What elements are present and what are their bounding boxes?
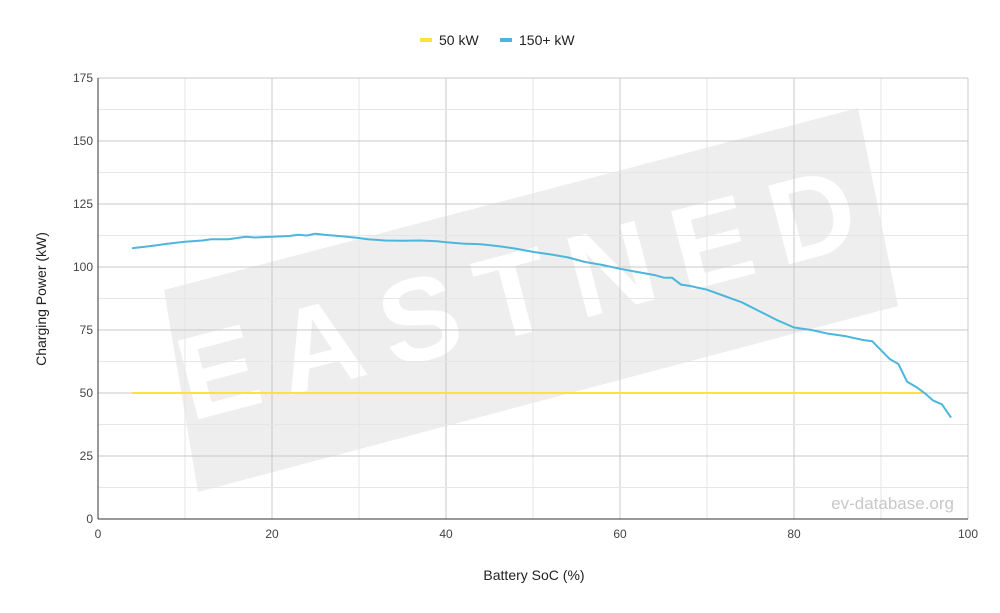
legend-label: 150+ kW — [519, 32, 575, 48]
x-axis-label: Battery SoC (%) — [483, 567, 584, 583]
y-tick-label: 25 — [80, 449, 94, 463]
y-tick-label: 125 — [73, 197, 93, 211]
y-tick-label: 50 — [80, 386, 94, 400]
y-tick-label: 100 — [73, 260, 93, 274]
x-tick-label: 40 — [439, 527, 453, 541]
y-tick-label: 175 — [73, 71, 93, 85]
gridlines — [98, 78, 968, 519]
legend-label: 50 kW — [439, 32, 479, 48]
x-tick-label: 80 — [787, 527, 801, 541]
series-line-150kw — [131, 232, 952, 418]
x-tick-label: 100 — [958, 527, 978, 541]
y-tick-labels: 0 25 50 75 100 125 150 175 — [73, 71, 93, 526]
x-tick-labels: 0 20 40 60 80 100 — [95, 527, 979, 541]
series-layer — [131, 232, 952, 418]
x-tick-label: 20 — [265, 527, 279, 541]
y-tick-label: 150 — [73, 134, 93, 148]
y-tick-label: 75 — [80, 323, 94, 337]
plot-area — [97, 77, 969, 520]
legend: 50 kW 150+ kW — [420, 32, 575, 48]
y-tick-label: 0 — [86, 512, 93, 526]
watermark: EASTNED — [164, 108, 898, 492]
x-tick-label: 0 — [95, 527, 102, 541]
x-tick-label: 60 — [613, 527, 627, 541]
y-axis-label: Charging Power (kW) — [33, 232, 49, 366]
watermark-credit: ev-database.org — [831, 494, 954, 513]
